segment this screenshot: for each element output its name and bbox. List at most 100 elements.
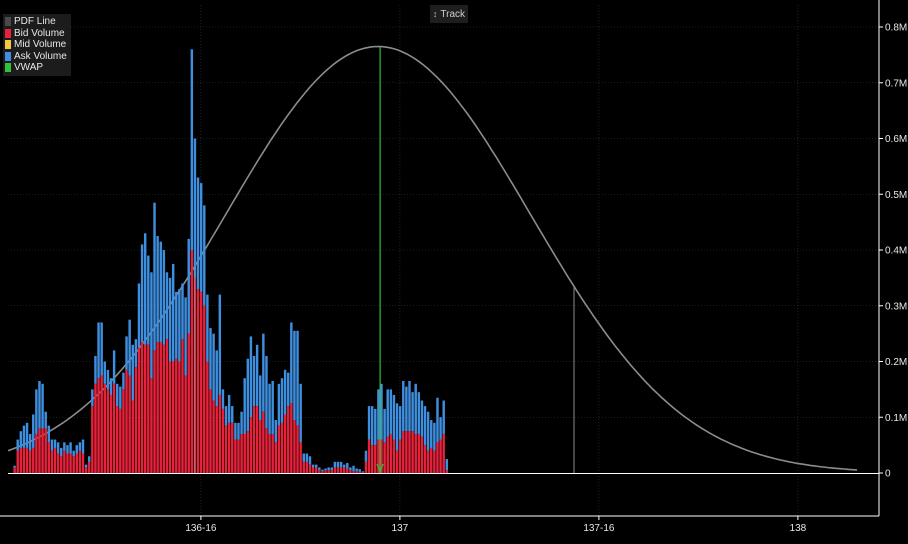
bid-bar	[218, 394, 222, 473]
ask-bar	[35, 389, 38, 434]
legend-label: PDF Line	[14, 16, 56, 28]
bid-bar	[240, 433, 243, 473]
bid-bar	[32, 447, 35, 473]
legend-item-ask-volume[interactable]: Ask Volume	[5, 51, 67, 63]
legend: PDF Line Bid Volume Mid Volume Ask Volum…	[3, 14, 71, 76]
ask-bar	[370, 406, 374, 446]
track-button[interactable]: ↕ Track	[430, 5, 468, 23]
ask-bar	[402, 381, 405, 432]
ask-bar	[224, 406, 228, 426]
ask-bar	[268, 383, 271, 434]
bid-bar	[122, 389, 125, 474]
ask-bar	[13, 465, 16, 468]
ask-bar	[156, 236, 159, 342]
ask-bar	[414, 383, 417, 434]
ask-bar	[32, 414, 35, 448]
bid-bar	[262, 411, 265, 473]
ask-bar	[430, 420, 433, 448]
bid-bar	[327, 470, 330, 473]
bid-bar	[389, 433, 393, 473]
ask-bar	[137, 283, 141, 348]
bid-bar	[377, 439, 380, 473]
ask-bar	[227, 394, 231, 423]
bid-bar	[367, 439, 371, 473]
ask-bar	[442, 400, 445, 434]
legend-item-bid-volume[interactable]: Bid Volume	[5, 28, 67, 40]
ask-bar	[159, 241, 162, 342]
bid-bar	[143, 344, 147, 473]
ask-bar	[221, 389, 225, 409]
ask-bar	[255, 344, 259, 407]
legend-item-mid-volume[interactable]: Mid Volume	[5, 39, 67, 51]
ask-bar	[321, 469, 324, 472]
bid-bar	[370, 445, 374, 474]
bid-bar	[231, 422, 234, 473]
bid-bar	[69, 453, 72, 473]
ask-bar	[22, 425, 26, 448]
bid-bar	[178, 361, 181, 473]
bid-bar	[84, 467, 88, 473]
ask-bar	[103, 361, 106, 384]
ask-bar	[374, 408, 377, 446]
legend-item-pdf-line[interactable]: PDF Line	[5, 16, 67, 28]
ask-bar	[84, 464, 88, 468]
ask-bar	[218, 294, 222, 395]
ask-bar	[420, 400, 424, 437]
bid-bar	[237, 439, 240, 473]
ask-bar	[411, 392, 414, 432]
bid-bar	[274, 442, 277, 473]
bid-bar	[97, 378, 100, 473]
ask-bar	[436, 397, 439, 443]
ask-bar	[439, 417, 442, 440]
bid-bar	[374, 445, 377, 474]
ask-bar	[249, 336, 253, 418]
ask-bar	[405, 386, 408, 432]
ask-bar	[392, 394, 396, 440]
ask-bar	[153, 202, 156, 351]
ask-bar	[119, 386, 122, 409]
ask-bar	[60, 447, 63, 457]
bid-bar	[209, 389, 212, 474]
legend-label: Mid Volume	[14, 39, 67, 51]
ask-bar	[125, 336, 128, 370]
ask-bar	[308, 456, 312, 465]
bid-bar	[47, 442, 51, 473]
bid-bar	[53, 447, 57, 473]
bid-bar	[252, 406, 256, 473]
ask-bar	[265, 355, 268, 429]
bid-bar	[187, 333, 190, 474]
ask-bar	[274, 420, 277, 443]
y-tick-label: 0.2M	[885, 357, 907, 368]
bid-bar	[383, 442, 386, 473]
bid-bar	[402, 431, 405, 473]
bid-bar	[94, 383, 97, 473]
ask-bar	[116, 383, 119, 407]
bid-bar	[66, 453, 69, 473]
legend-item-vwap[interactable]: VWAP	[5, 62, 67, 74]
ask-bar	[215, 350, 218, 407]
bid-bar	[203, 305, 206, 473]
bid-bar	[255, 406, 259, 473]
legend-label: VWAP	[14, 62, 44, 74]
bid-bar	[199, 291, 203, 473]
bid-bar	[243, 433, 246, 473]
bid-bar	[119, 408, 122, 473]
ask-bar	[143, 233, 147, 345]
bid-bar	[175, 358, 178, 473]
bid-bar	[156, 341, 159, 473]
bid-bar	[346, 468, 349, 473]
ask-bar	[66, 445, 69, 454]
bid-bar	[184, 375, 187, 473]
bid-bar	[311, 467, 315, 473]
bid-bar	[324, 470, 327, 473]
bid-bar	[116, 406, 119, 473]
sigma-markers	[194, 266, 575, 473]
bid-bar	[336, 467, 340, 473]
bid-bar	[171, 361, 175, 473]
x-tick-label: 138	[790, 523, 807, 534]
x-tick-label: 137-16	[583, 523, 615, 534]
bid-bar	[215, 406, 218, 473]
ask-bar	[361, 471, 365, 473]
bid-bar	[153, 350, 156, 473]
bid-bar	[16, 450, 19, 473]
